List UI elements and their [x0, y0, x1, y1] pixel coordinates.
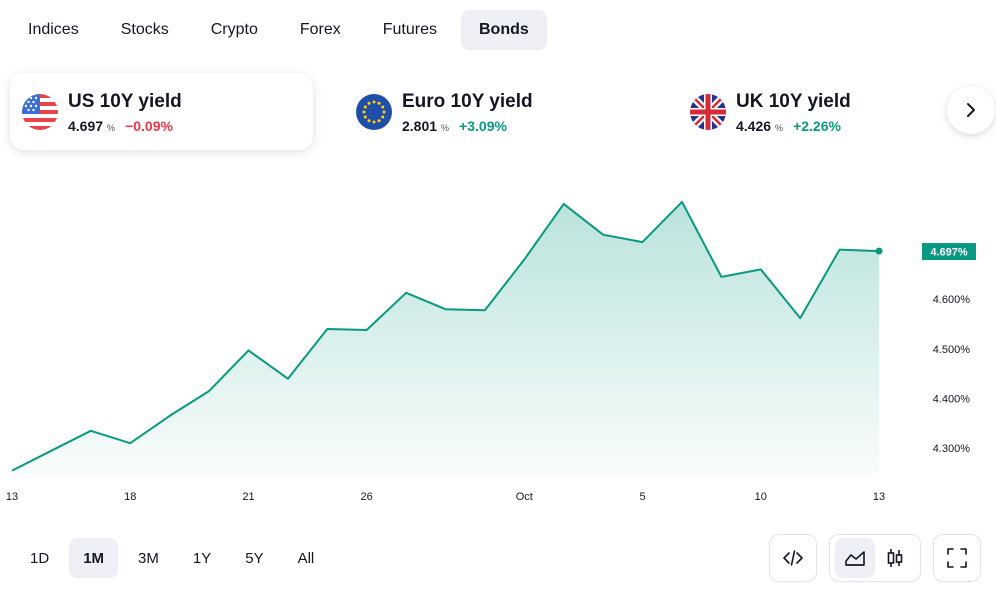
chevron-right-icon [967, 103, 975, 117]
card-price: 2.801 [402, 117, 438, 134]
card-title: US 10Y yield [68, 90, 182, 112]
fullscreen-icon [947, 548, 967, 568]
tab-futures[interactable]: Futures [382, 21, 437, 38]
uk-flag-icon [690, 93, 726, 130]
range-3m[interactable]: 3M [138, 549, 159, 567]
card-us-10y[interactable]: US 10Y yield 4.697 % −0.09% [10, 73, 313, 150]
tab-forex[interactable]: Forex [299, 21, 341, 38]
card-change: −0.09% [125, 117, 173, 134]
embed-button[interactable] [769, 534, 817, 582]
fullscreen-button[interactable] [933, 534, 981, 582]
last-point [875, 247, 883, 255]
tab-bonds[interactable]: Bonds [461, 10, 547, 50]
yield-chart[interactable]: 4.300% 4.400% 4.500% 4.600% 13 18 21 26 Oct 5 10 1… [0, 160, 996, 505]
area-chart-button[interactable] [835, 538, 875, 578]
x-tick-label: 26 [361, 491, 373, 503]
range-selector: 1D 1M 3M 1Y 5Y All [16, 538, 328, 578]
next-cards-button[interactable] [947, 86, 995, 134]
tab-indices[interactable]: Indices [28, 21, 79, 38]
range-5y[interactable]: 5Y [245, 549, 264, 567]
card-title: Euro 10Y yield [402, 90, 533, 112]
card-uk-10y[interactable]: UK 10Y yield 4.426 % +2.26% [678, 73, 938, 150]
card-title: UK 10Y yield [736, 90, 851, 112]
series-line [11, 200, 880, 472]
last-value-badge [922, 243, 976, 261]
card-change: +2.26% [793, 117, 841, 134]
card-unit: % [775, 122, 784, 133]
tab-crypto[interactable]: Crypto [210, 21, 258, 38]
range-1y[interactable]: 1Y [192, 549, 212, 567]
card-price: 4.697 [68, 117, 104, 134]
x-tick-label: 13 [6, 491, 18, 503]
chart-type-switch [829, 534, 921, 582]
y-tick-label: 4.300% [933, 443, 971, 455]
range-1m[interactable]: 1M [69, 538, 119, 578]
code-icon [783, 550, 803, 566]
card-change: +3.09% [459, 117, 507, 134]
last-value-label: 4.697% [930, 247, 968, 259]
market-tabs: Indices Stocks Crypto Forex Futures Bond… [10, 10, 547, 50]
candle-chart-button[interactable] [875, 538, 915, 578]
chart-area-fill [12, 201, 879, 478]
card-euro-10y[interactable]: Euro 10Y yield 2.801 % +3.09% [344, 73, 644, 150]
range-all[interactable]: All [297, 549, 315, 567]
x-tick-label: 21 [242, 491, 254, 503]
x-tick-label: Oct [516, 491, 533, 503]
card-unit: % [441, 122, 450, 133]
x-tick-label: 5 [639, 491, 645, 503]
y-tick-label: 4.400% [933, 394, 971, 406]
tab-stocks[interactable]: Stocks [120, 21, 169, 38]
card-price: 4.426 [736, 117, 772, 134]
x-tick-label: 10 [755, 491, 767, 503]
us-flag-icon [22, 93, 58, 130]
y-tick-label: 4.500% [933, 344, 971, 356]
card-unit: % [107, 122, 116, 133]
y-tick-label: 4.600% [933, 294, 971, 306]
range-1d[interactable]: 1D [30, 549, 50, 567]
symbol-cards: US 10Y yield 4.697 % −0.09% Euro 10Y yie… [10, 73, 996, 153]
x-tick-label: 18 [124, 491, 136, 503]
candlestick-icon [887, 549, 903, 567]
eu-flag-icon [356, 93, 392, 130]
area-chart-icon [845, 551, 865, 566]
x-tick-label: 13 [873, 491, 885, 503]
